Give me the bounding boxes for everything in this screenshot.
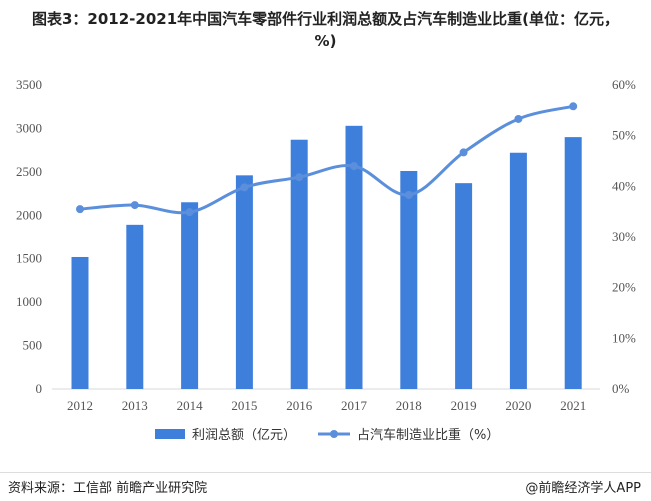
x-tick-label: 2018 (396, 398, 422, 413)
right-tick-label: 50% (612, 128, 636, 143)
left-tick-label: 2500 (16, 164, 42, 179)
left-tick-label: 3000 (16, 120, 42, 135)
bar (290, 139, 308, 389)
right-tick-label: 0% (612, 381, 630, 396)
left-tick-label: 1500 (16, 251, 42, 266)
left-tick-label: 3500 (16, 77, 42, 92)
line-point (404, 190, 413, 199)
left-tick-label: 500 (23, 338, 43, 353)
left-tick-label: 2000 (16, 207, 42, 222)
bar (400, 170, 418, 389)
chart-title: 图表3：2012-2021年中国汽车零部件行业利润总额及占汽车制造业比重(单位：… (31, 10, 620, 50)
line-point (350, 162, 358, 171)
brand-label: @前瞻经济学人APP (525, 481, 641, 496)
bar (235, 175, 253, 389)
bar (71, 256, 89, 389)
source-note: 资料来源：工信部 前瞻产业研究院 (8, 481, 208, 496)
line-point (240, 183, 249, 192)
bar (126, 224, 144, 389)
chart: 0 500 1000 1500 2000 2500 3000 3500 0% 10% 20% 30% 4… (16, 77, 636, 443)
right-tick-label: 60% (612, 77, 636, 92)
bar (455, 183, 473, 389)
legend-bar-label: 利润总额（亿元） (192, 428, 296, 443)
line-point (76, 205, 84, 214)
right-tick-label: 10% (612, 330, 636, 345)
x-tick-label: 2015 (231, 398, 257, 413)
x-tick-label: 2020 (505, 398, 531, 413)
line-point (459, 148, 468, 157)
bar (345, 125, 363, 389)
line-series (79, 104, 574, 215)
line-point (514, 114, 523, 123)
legend-line-marker (330, 430, 338, 438)
bar (181, 202, 199, 389)
bar (564, 137, 582, 389)
left-tick-label: 1000 (16, 294, 42, 309)
left-tick-label: 0 (36, 381, 43, 396)
line-point (130, 201, 139, 210)
legend-line-label: 占汽车制造业比重（%） (357, 427, 499, 443)
x-tick-label: 2012 (67, 398, 93, 413)
x-tick-label: 2021 (560, 398, 586, 413)
footer: 资料来源：工信部 前瞻产业研究院 @前瞻经济学人APP (0, 472, 651, 501)
line-point (185, 208, 194, 217)
x-tick-label: 2013 (122, 398, 148, 413)
x-tick-label: 2019 (451, 398, 477, 413)
right-tick-label: 20% (612, 280, 636, 295)
x-tick-label: 2017 (341, 398, 368, 413)
legend-bar-swatch (155, 429, 185, 439)
line-point (295, 173, 304, 182)
line-point (569, 102, 578, 111)
x-tick-label: 2014 (177, 398, 204, 413)
right-tick-label: 30% (612, 229, 636, 244)
x-tick-label: 2016 (286, 398, 313, 413)
bar (509, 152, 527, 389)
right-tick-label: 40% (612, 178, 636, 193)
